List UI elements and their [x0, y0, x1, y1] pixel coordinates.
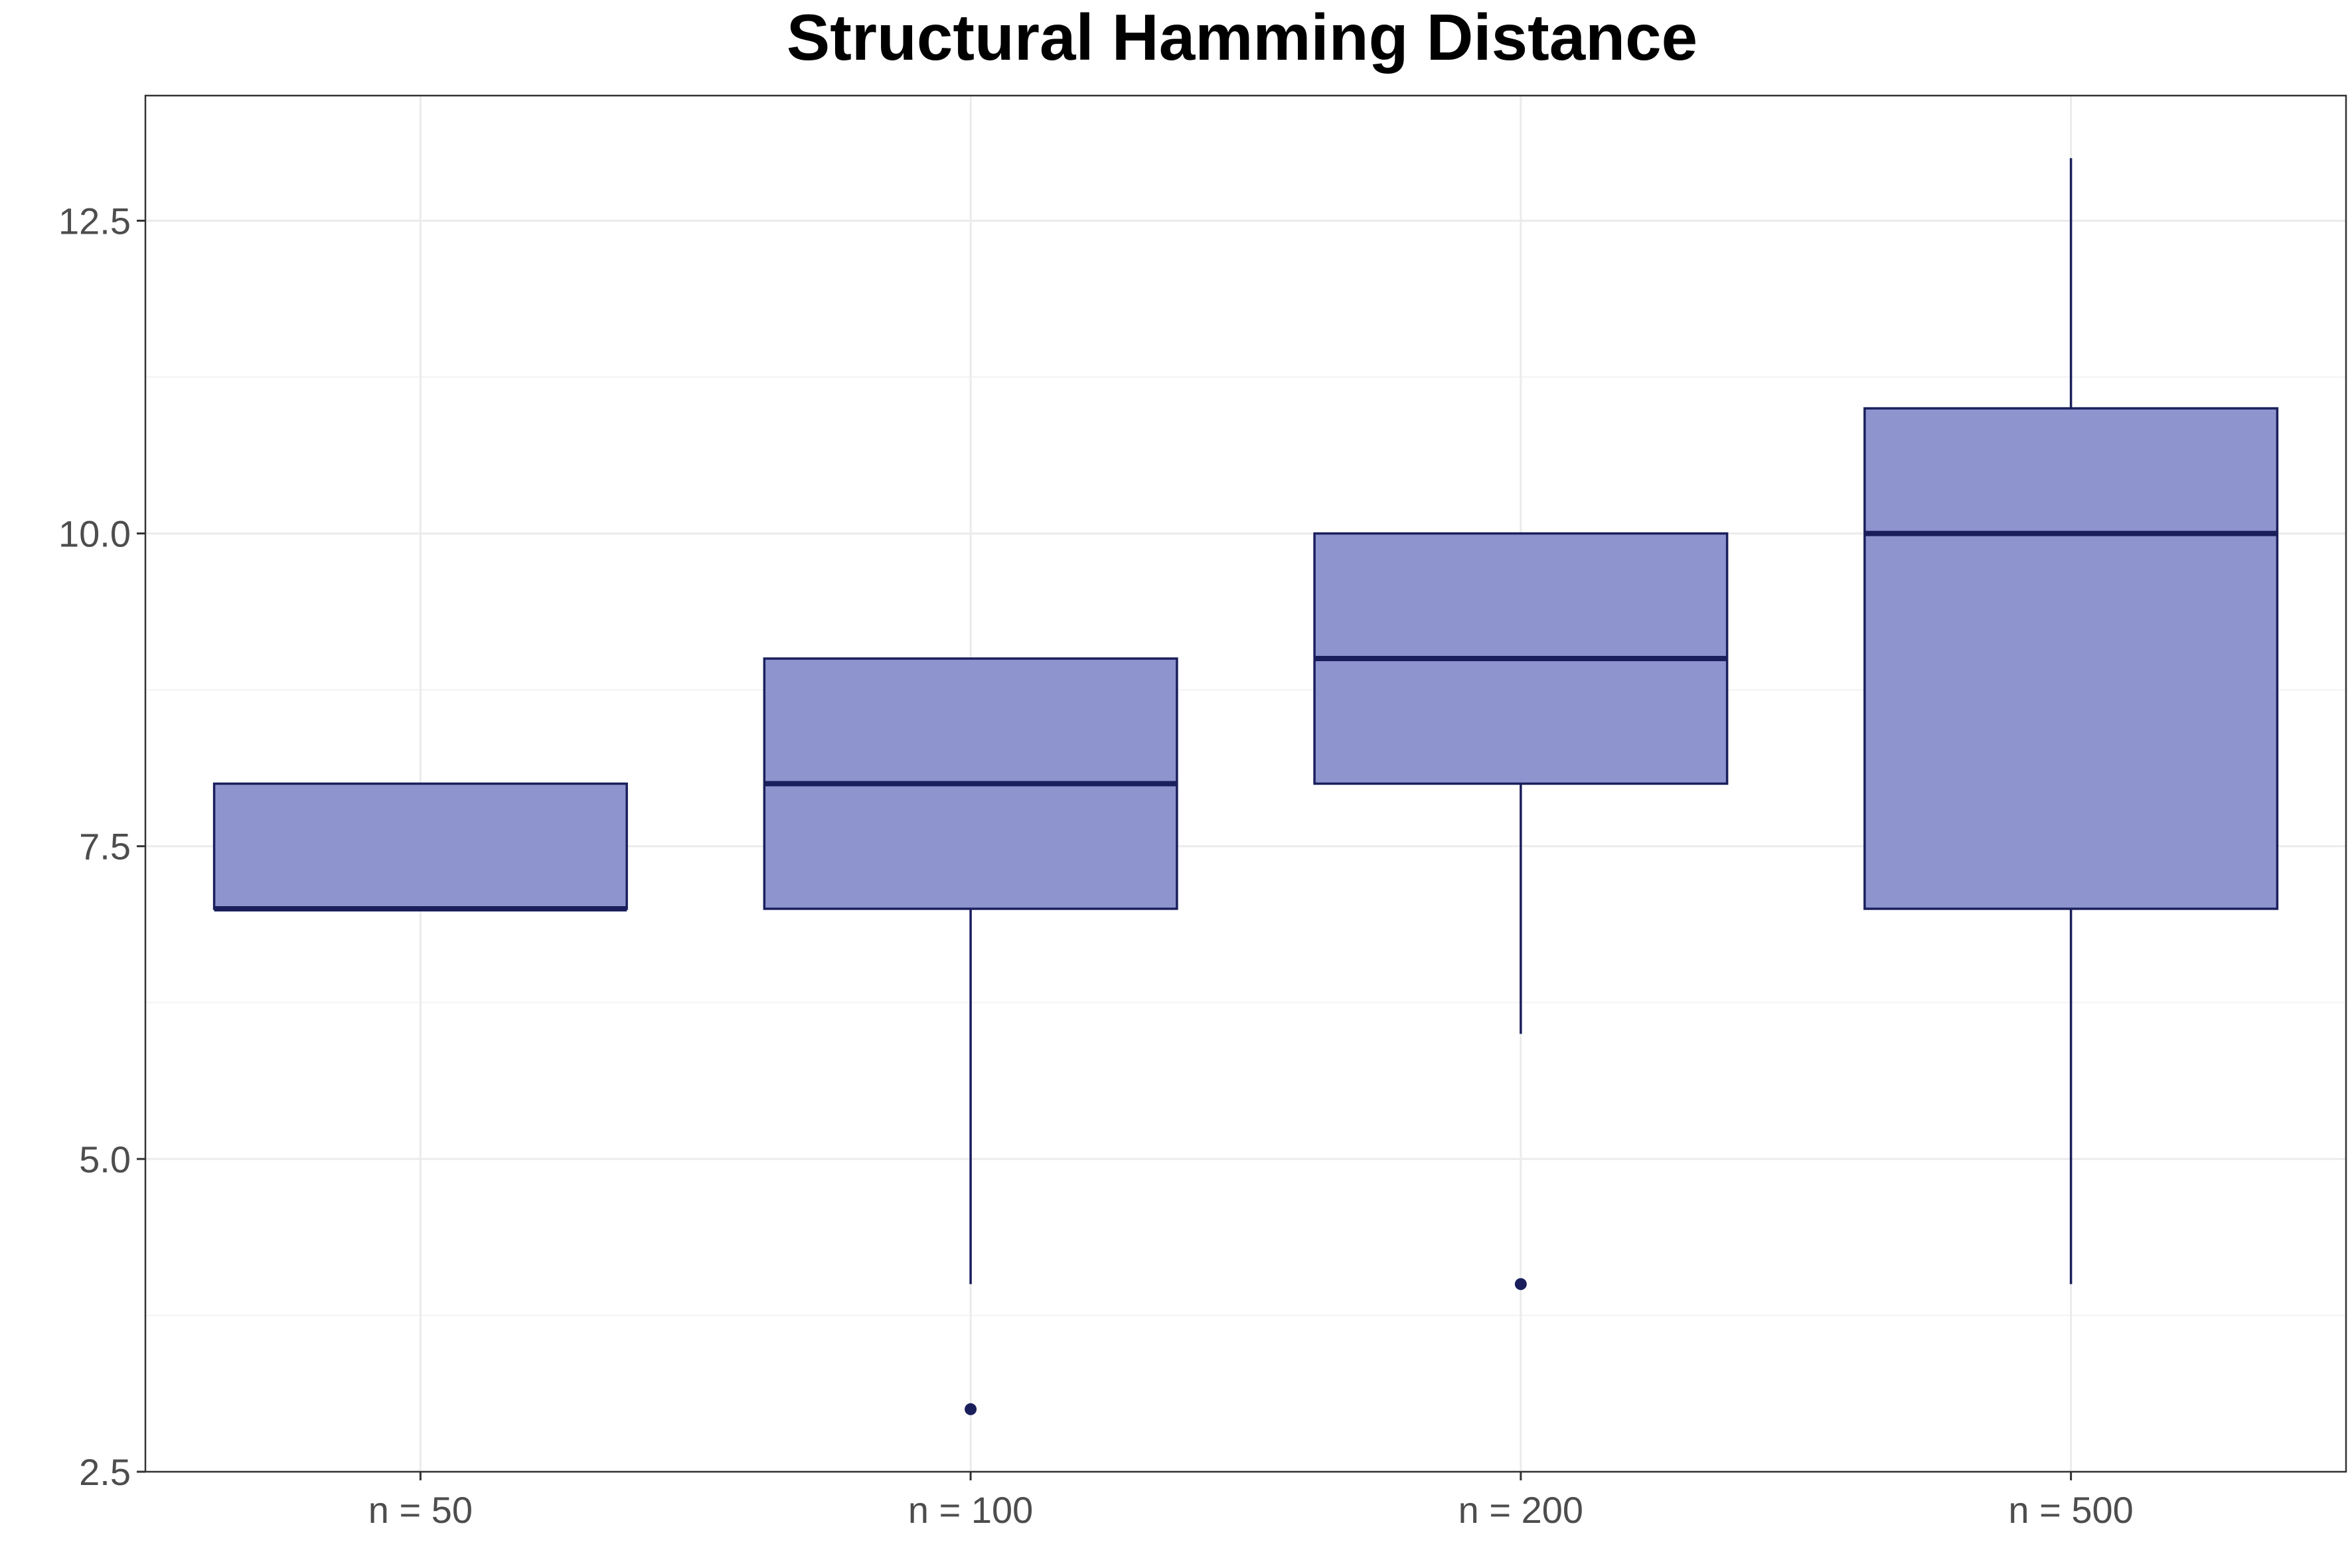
- outlier-point: [1514, 1278, 1527, 1291]
- y-tick-label: 7.5: [79, 826, 131, 868]
- x-tick-label: n = 200: [1458, 1489, 1583, 1531]
- y-tick-label: 10.0: [58, 513, 131, 555]
- y-tick-label: 5.0: [79, 1138, 131, 1180]
- chart-title: Structural Hamming Distance: [787, 1, 1697, 74]
- box-2: [763, 657, 1178, 1415]
- box-1: [212, 782, 628, 911]
- y-tick-label: 2.5: [79, 1451, 131, 1493]
- x-tick-label: n = 50: [368, 1489, 473, 1531]
- x-tick-label: n = 100: [908, 1489, 1033, 1531]
- box-iqr: [1863, 407, 2279, 910]
- box-iqr: [212, 782, 628, 910]
- outlier-point: [965, 1403, 977, 1415]
- y-tick-label: 12.5: [58, 200, 131, 242]
- box-4: [1863, 158, 2279, 1285]
- box-series: [212, 158, 2279, 1415]
- panel-border: [144, 94, 2347, 1473]
- x-tick-label: n = 500: [2008, 1489, 2133, 1531]
- box-3: [1313, 532, 1729, 1291]
- axes: 2.5 5.0 7.5 10.0 12.5 n = 50 n = 100 n = 200 n =…: [58, 200, 2134, 1531]
